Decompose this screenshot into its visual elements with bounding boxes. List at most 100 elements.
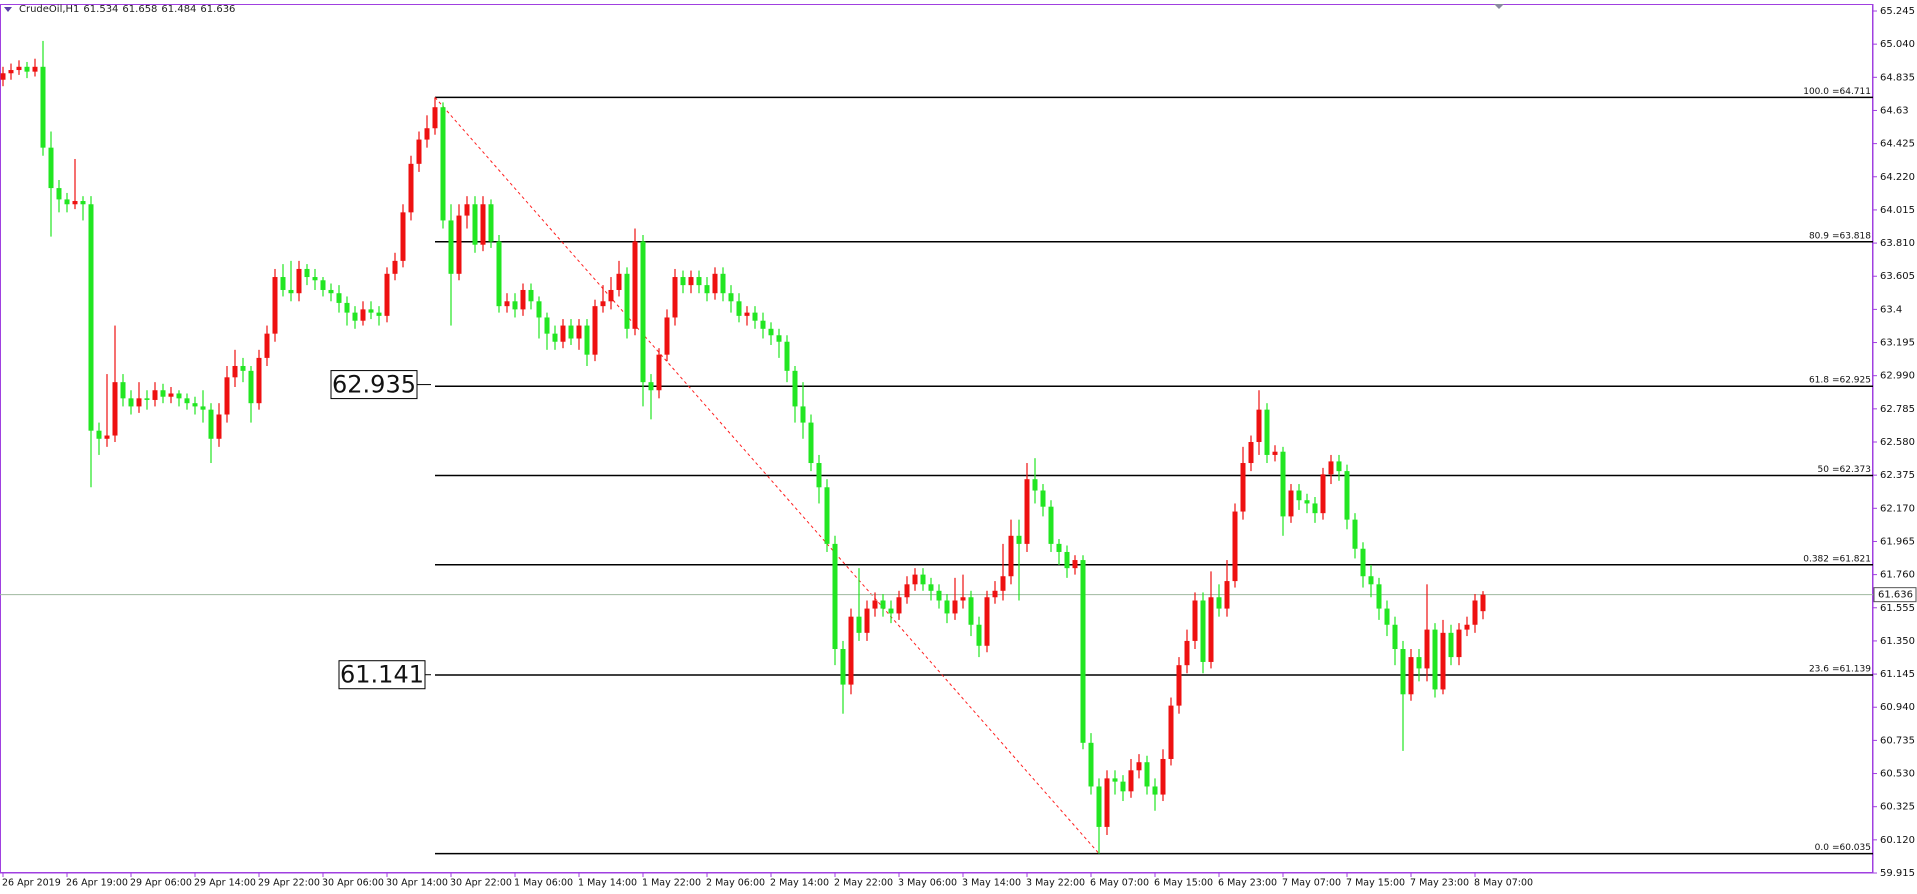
price-label: 62.935 (332, 371, 416, 399)
candle-body (784, 341, 790, 371)
x-tick-label: 2 May 22:00 (834, 878, 893, 889)
x-tick-label: 29 Apr 14:00 (194, 878, 256, 889)
y-tick-label: 62.580 (1880, 437, 1915, 448)
candle-body (1424, 629, 1430, 669)
candle-body (168, 393, 174, 397)
shift-marker[interactable] (1494, 4, 1504, 9)
candle-body (992, 590, 998, 598)
candle-body (1272, 451, 1278, 455)
candle-body (368, 309, 374, 313)
candle-body (1304, 500, 1310, 504)
y-tick-label: 62.785 (1880, 404, 1915, 415)
candle-body (872, 600, 878, 609)
candle-body (920, 574, 926, 585)
candle-body (1456, 629, 1462, 658)
candle-body (400, 212, 406, 261)
x-tick-label: 29 Apr 06:00 (130, 878, 192, 889)
ohlc-close: 61.636 (200, 4, 236, 15)
candle-body (352, 312, 358, 321)
candle-body (1376, 584, 1382, 609)
y-tick-label: 60.530 (1880, 769, 1915, 780)
candle-body (328, 289, 334, 294)
y-tick-label: 62.170 (1880, 503, 1915, 514)
candle-body (736, 301, 742, 316)
candle-body (528, 289, 534, 302)
candle-body (136, 398, 142, 407)
candle-body (896, 597, 902, 614)
y-tick-label: 60.940 (1880, 702, 1915, 713)
candle-body (1248, 442, 1254, 464)
candle-body (472, 204, 478, 245)
candle-body (936, 590, 942, 601)
candle-body (104, 435, 110, 439)
candle-body (208, 409, 214, 439)
candle-body (496, 241, 502, 307)
y-tick-label: 63.810 (1880, 238, 1915, 249)
candle-body (144, 398, 150, 400)
x-tick-label: 7 May 15:00 (1346, 878, 1405, 889)
price-label: 61.141 (340, 661, 424, 689)
candle-body (1136, 762, 1142, 771)
candle-body (1080, 560, 1086, 743)
candle-body (192, 403, 198, 407)
candle-body (1112, 778, 1118, 782)
candle-body (1352, 519, 1358, 549)
candle-body (296, 268, 302, 294)
symbol: CrudeOil,H1 (19, 4, 80, 15)
candle-body (824, 487, 830, 544)
y-tick-label: 62.990 (1880, 371, 1915, 382)
candle-body (1072, 560, 1078, 569)
candle-body (792, 370, 798, 407)
fib-level-price: =61.139 (1832, 665, 1871, 675)
candle-body (320, 280, 326, 290)
candle-body (184, 398, 190, 404)
candle-body (624, 273, 630, 329)
ohlc-low: 61.484 (161, 4, 197, 15)
candle-body (1320, 474, 1326, 514)
candle-body (1448, 632, 1454, 658)
candle-body (264, 333, 270, 358)
candle-body (856, 616, 862, 633)
x-tick-label: 26 Apr 2019 (2, 878, 61, 889)
fib-level-price: =64.711 (1832, 87, 1871, 97)
candle-body (1480, 594, 1486, 612)
candle-body (1032, 479, 1038, 491)
y-tick-label: 61.965 (1880, 536, 1915, 547)
candle-body (240, 365, 246, 371)
candle-body (1472, 600, 1478, 625)
candle-body (16, 66, 22, 71)
fib-level-price: =62.925 (1832, 376, 1871, 386)
fib-level-name: 23.6 (1809, 665, 1829, 675)
candle-body (1416, 657, 1422, 669)
candle-body (72, 201, 78, 205)
candle-body (1200, 600, 1206, 662)
candle-body (408, 163, 414, 213)
candle-body (32, 66, 38, 72)
chart-header: CrudeOil,H1 61.534 61.658 61.484 61.636 (4, 4, 235, 15)
candle-body (1056, 543, 1062, 552)
candle-body (304, 268, 310, 278)
fib-level-price: =62.373 (1832, 465, 1871, 475)
candle-body (1240, 463, 1246, 512)
candle-body (432, 107, 438, 129)
candle-body (560, 325, 566, 342)
candle-body (760, 320, 766, 329)
x-tick-label: 7 May 07:00 (1282, 878, 1341, 889)
candle-body (1360, 548, 1366, 577)
y-tick-label: 60.735 (1880, 735, 1915, 746)
y-tick-label: 61.555 (1880, 603, 1915, 614)
candle-body (424, 128, 430, 140)
candle-body (608, 289, 614, 302)
menu-arrow[interactable] (4, 7, 12, 12)
x-tick-label: 30 Apr 14:00 (386, 878, 448, 889)
candle-body (632, 241, 638, 329)
candle-body (1088, 742, 1094, 787)
y-tick-label: 59.915 (1880, 868, 1915, 879)
candle-body (1016, 535, 1022, 544)
candle-body (504, 301, 510, 307)
fib-level-name: 80.9 (1809, 231, 1829, 241)
candle-body (864, 608, 870, 633)
x-tick-label: 1 May 22:00 (642, 878, 701, 889)
candle-body (1184, 640, 1190, 666)
